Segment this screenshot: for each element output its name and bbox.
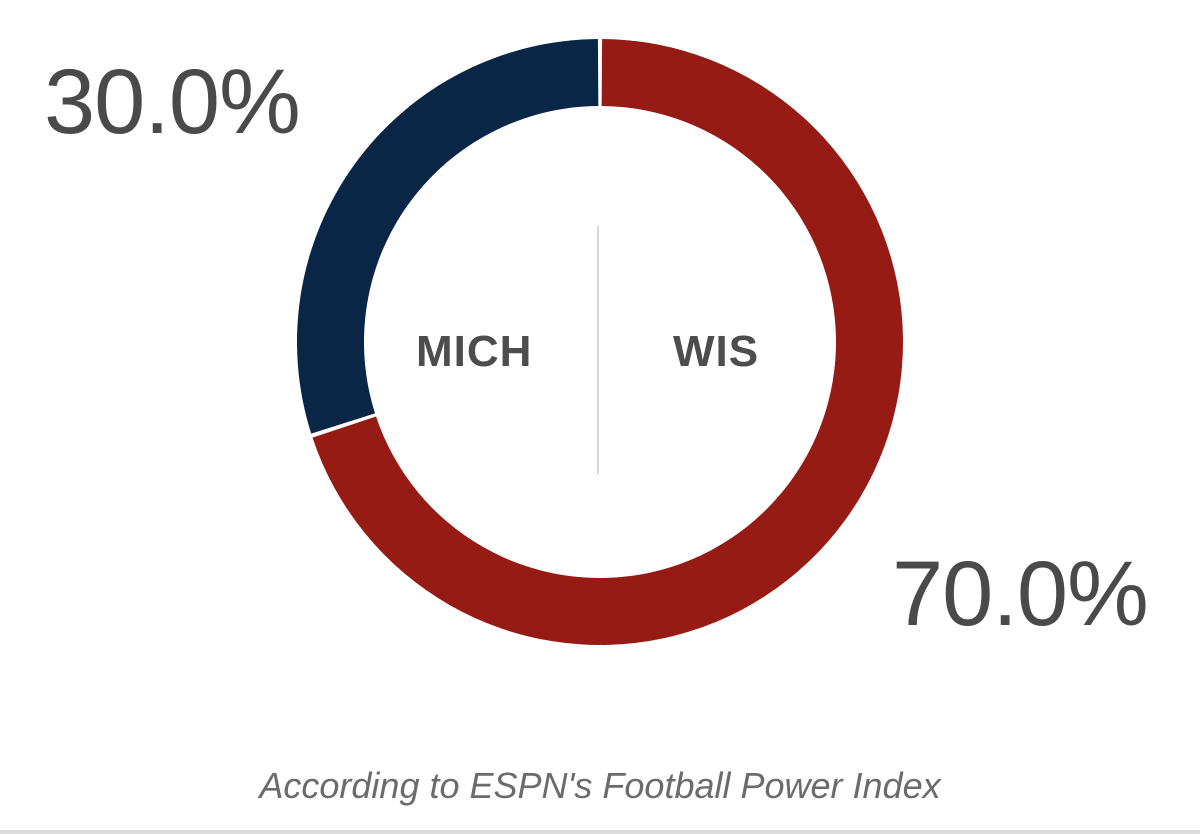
away-team-label: MICH	[416, 327, 533, 376]
bottom-divider	[0, 830, 1200, 834]
home-team-label: WIS	[673, 327, 760, 376]
chart-caption: According to ESPN's Football Power Index	[259, 765, 941, 806]
home-win-percentage: 70.0%	[892, 543, 1149, 645]
away-win-percentage: 30.0%	[44, 51, 301, 153]
center-divider	[597, 226, 599, 474]
donut-segment-mich	[297, 39, 599, 434]
